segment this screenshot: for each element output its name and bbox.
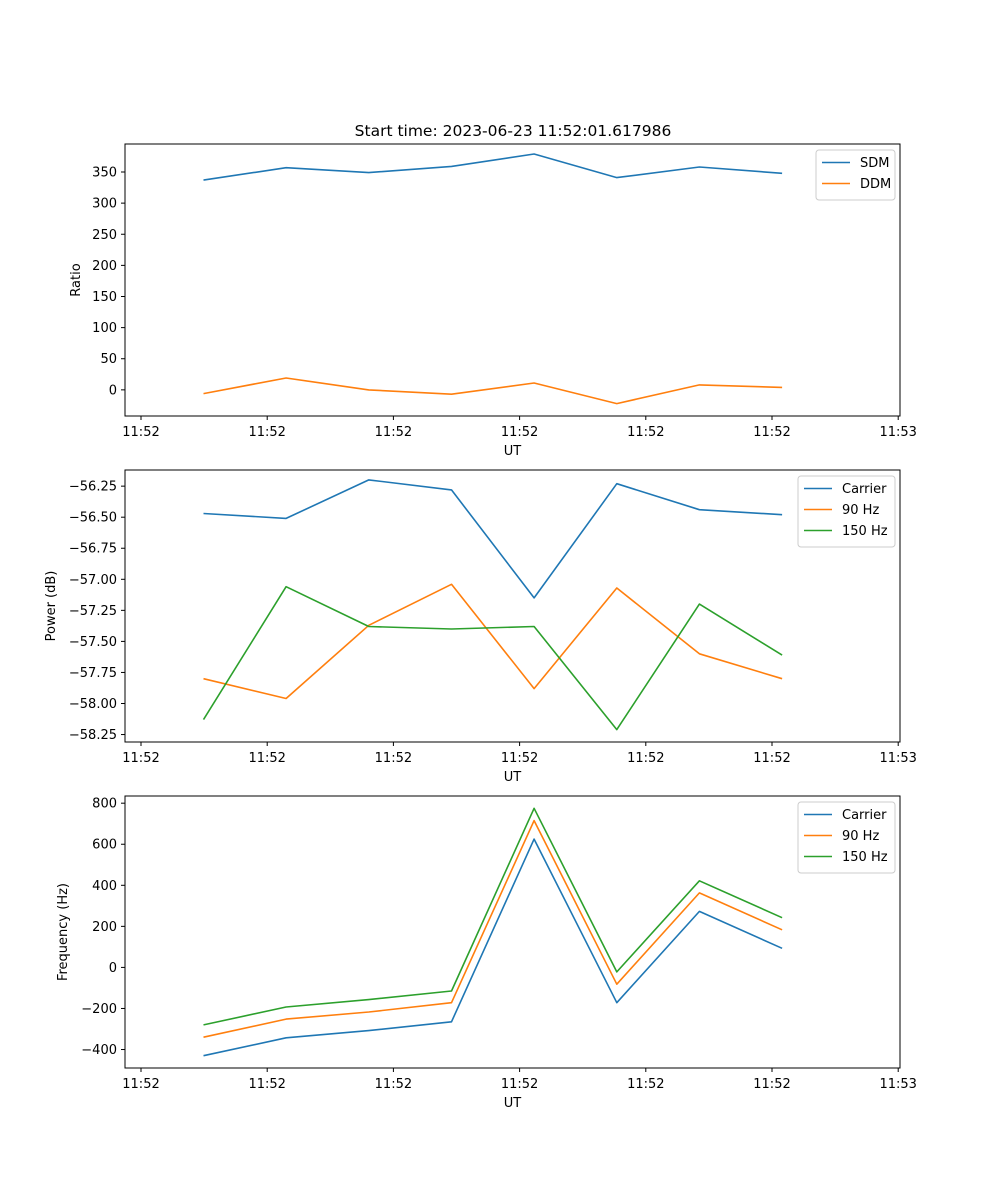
x-tick-label: 11:52 — [122, 425, 159, 440]
x-axis-label: UT — [504, 770, 522, 785]
x-tick-label: 11:52 — [248, 1077, 285, 1092]
y-tick-label: 600 — [92, 838, 117, 853]
figure-title: Start time: 2023-06-23 11:52:01.617986 — [355, 122, 672, 140]
x-axis-label: UT — [504, 1096, 522, 1111]
x-tick-label: 11:53 — [879, 751, 916, 766]
y-tick-label: 300 — [92, 197, 117, 212]
axes-frame — [124, 795, 901, 1069]
chart-panel-3: 11:52 11:52 11:52 11:52 11:52 11:52 11:53 −400 −… — [56, 795, 917, 1111]
x-tick-label: 11:52 — [248, 751, 285, 766]
legend-entry: Carrier — [842, 808, 887, 823]
x-tick-label: 11:52 — [753, 1077, 790, 1092]
y-tick-label: 150 — [92, 290, 117, 305]
y-tick-label: −58.00 — [69, 697, 117, 712]
x-tick-label: 11:52 — [501, 751, 538, 766]
legend — [797, 801, 896, 874]
chart-panels: 11:52 11:52 11:52 11:52 11:52 11:52 11:53 0 50 10… — [44, 143, 917, 1111]
series-line-90-hz — [203, 583, 783, 700]
y-tick-label: 350 — [92, 166, 117, 181]
x-tick-label: 11:53 — [879, 1077, 916, 1092]
series-line-carrier — [203, 479, 783, 599]
series-line-150-hz — [203, 807, 783, 1026]
y-tick-label: −57.50 — [69, 635, 117, 650]
y-tick-label: −400 — [81, 1043, 117, 1058]
legend-entry: 90 Hz — [842, 503, 879, 518]
y-tick-label: 250 — [92, 228, 117, 243]
y-axis-label: Power (dB) — [44, 571, 59, 642]
y-tick-label: −200 — [81, 1002, 117, 1017]
x-axis-label: UT — [504, 444, 522, 459]
y-tick-label: 100 — [92, 321, 117, 336]
y-tick-label: 400 — [92, 879, 117, 894]
y-axis-label: Ratio — [69, 263, 84, 296]
legend-entry: SDM — [860, 156, 889, 171]
legend-entry: 150 Hz — [842, 524, 888, 539]
y-tick-label: 200 — [92, 920, 117, 935]
axes-frame — [124, 469, 901, 743]
y-tick-label: 200 — [92, 259, 117, 274]
series-line-ddm — [203, 377, 783, 405]
x-tick-label: 11:52 — [501, 1077, 538, 1092]
x-tick-label: 11:52 — [627, 751, 664, 766]
y-tick-label: 50 — [100, 352, 117, 367]
x-tick-label: 11:52 — [375, 1077, 412, 1092]
y-tick-label: −58.25 — [69, 728, 117, 743]
y-tick-label: −57.25 — [69, 604, 117, 619]
x-tick-label: 11:52 — [122, 751, 159, 766]
y-tick-label: −57.00 — [69, 573, 117, 588]
legend-entry: Carrier — [842, 482, 887, 497]
axes-frame — [124, 143, 901, 417]
x-tick-label: 11:52 — [375, 425, 412, 440]
y-tick-label: −56.25 — [69, 480, 117, 495]
x-tick-label: 11:52 — [248, 425, 285, 440]
x-tick-label: 11:52 — [122, 1077, 159, 1092]
legend — [797, 475, 896, 548]
series-line-sdm — [203, 153, 783, 181]
y-tick-label: 800 — [92, 797, 117, 812]
chart-panel-1: 11:52 11:52 11:52 11:52 11:52 11:52 11:53 0 50 10… — [69, 143, 917, 459]
series-line-carrier — [203, 838, 783, 1057]
legend-entry: 150 Hz — [842, 850, 888, 865]
chart-panel-2: 11:52 11:52 11:52 11:52 11:52 11:52 11:53 −58.2… — [44, 469, 917, 785]
y-axis-label: Frequency (Hz) — [56, 883, 71, 981]
x-tick-label: 11:52 — [753, 425, 790, 440]
y-tick-label: −57.75 — [69, 666, 117, 681]
legend-entry: 90 Hz — [842, 829, 879, 844]
x-tick-label: 11:52 — [501, 425, 538, 440]
x-tick-label: 11:52 — [627, 1077, 664, 1092]
x-tick-label: 11:52 — [627, 425, 664, 440]
x-tick-label: 11:52 — [375, 751, 412, 766]
y-tick-label: −56.75 — [69, 542, 117, 557]
x-tick-label: 11:53 — [879, 425, 916, 440]
y-tick-label: 0 — [109, 383, 117, 398]
legend-entry: DDM — [860, 177, 891, 192]
x-tick-label: 11:52 — [753, 751, 790, 766]
y-tick-label: 0 — [109, 961, 117, 976]
series-line-90-hz — [203, 819, 783, 1038]
y-tick-label: −56.50 — [69, 511, 117, 526]
series-line-150-hz — [202, 585, 783, 731]
